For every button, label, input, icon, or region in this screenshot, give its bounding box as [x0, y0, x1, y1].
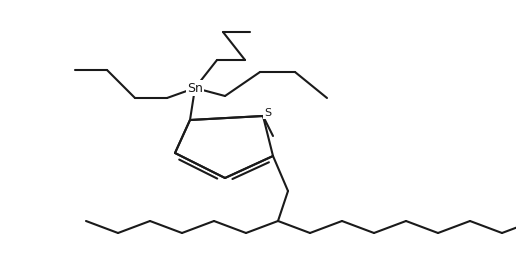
Text: S: S	[264, 108, 271, 118]
Text: Sn: Sn	[187, 82, 203, 94]
